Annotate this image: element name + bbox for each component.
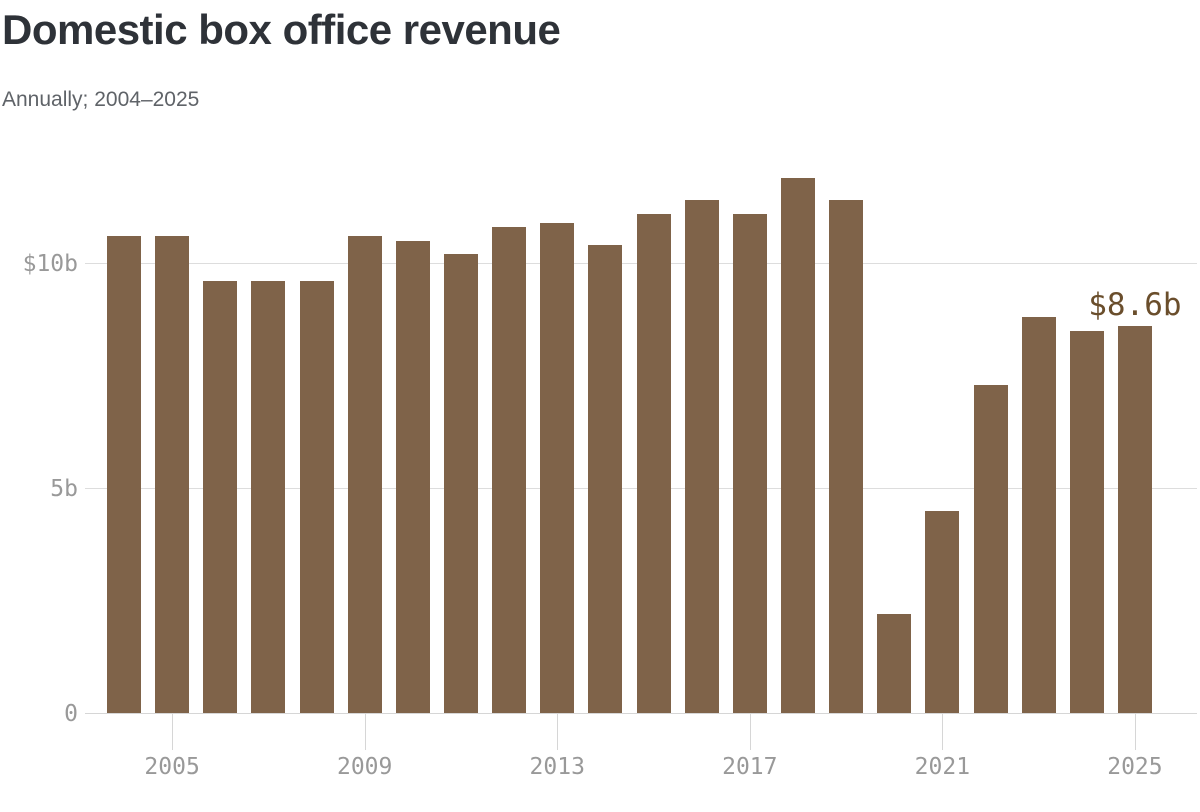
bar-2025 (1117, 326, 1152, 713)
x-tick-2025 (1134, 713, 1136, 750)
bar-2005 (155, 236, 190, 713)
bar-2010 (395, 240, 430, 713)
bar-2018 (780, 177, 815, 713)
bar-2011 (443, 254, 478, 713)
bar-2017 (732, 213, 767, 713)
bar-2007 (251, 281, 286, 713)
y-axis-label-5b: 5b (50, 476, 78, 502)
y-axis-label-0: 0 (64, 701, 78, 727)
bar-2023 (1021, 317, 1056, 713)
bar-2008 (299, 281, 334, 713)
value-annotation-2025: $8.6b (1088, 287, 1182, 323)
bar-2024 (1069, 330, 1104, 713)
x-axis-label-2005: 2005 (144, 754, 200, 780)
bar-2006 (203, 281, 238, 713)
chart-title: Domestic box office revenue (2, 6, 561, 53)
bar-2009 (347, 236, 382, 713)
x-tick-2013 (557, 713, 559, 750)
y-axis-label-10b: $10b (22, 251, 78, 277)
bar-2022 (973, 384, 1008, 713)
x-tick-2017 (749, 713, 751, 750)
x-axis-label-2025: 2025 (1107, 754, 1163, 780)
bar-2019 (829, 200, 864, 713)
x-axis-label-2017: 2017 (722, 754, 778, 780)
x-tick-2021 (942, 713, 944, 750)
x-axis-label-2021: 2021 (914, 754, 971, 780)
bar-2013 (540, 222, 575, 713)
x-axis-label-2013: 2013 (529, 754, 585, 780)
bar-2021 (925, 510, 960, 713)
bar-2016 (684, 200, 719, 713)
bar-2004 (107, 236, 141, 713)
chart-subtitle: Annually; 2004–2025 (2, 88, 200, 111)
x-tick-2005 (172, 713, 174, 750)
bar-2014 (588, 245, 623, 713)
x-tick-2009 (364, 713, 366, 750)
bar-2015 (636, 213, 671, 713)
bar-2012 (492, 227, 527, 713)
gridline-0 (85, 713, 1197, 714)
x-axis-label-2009: 2009 (336, 754, 393, 780)
bar-2020 (877, 614, 912, 713)
